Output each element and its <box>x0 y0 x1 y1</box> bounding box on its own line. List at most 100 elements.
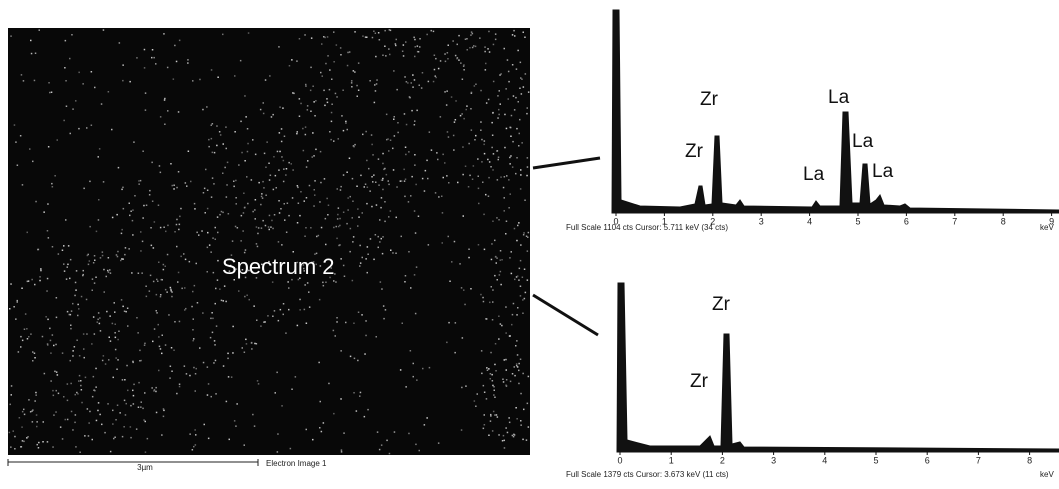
sem-grain <box>312 439 314 441</box>
sem-grain <box>257 380 259 382</box>
sem-grain <box>39 280 41 282</box>
sem-grain <box>463 118 465 120</box>
sem-grain <box>129 81 131 83</box>
sem-grain <box>269 75 271 77</box>
sem-grain <box>470 34 472 36</box>
sem-grain <box>153 247 155 249</box>
sem-grain <box>215 288 217 290</box>
sem-grain <box>500 271 502 273</box>
sem-grain <box>278 169 280 171</box>
sem-grain <box>48 82 50 84</box>
sem-grain <box>183 253 185 255</box>
sem-grain <box>69 314 71 316</box>
sem-grain <box>410 195 412 197</box>
sem-grain <box>270 175 272 177</box>
sem-grain <box>382 153 384 155</box>
sem-grain <box>357 360 359 362</box>
sem-grain <box>86 333 88 335</box>
sem-grain <box>147 438 149 440</box>
sem-grain <box>155 63 157 65</box>
sem-grain <box>28 399 30 401</box>
sem-grain <box>448 236 450 238</box>
sem-grain <box>115 337 117 339</box>
sem-grain <box>283 181 285 183</box>
sem-grain <box>78 308 80 310</box>
sem-grain <box>489 161 491 163</box>
sem-grain <box>297 222 299 224</box>
sem-grain <box>367 272 369 274</box>
sem-grain <box>396 89 398 91</box>
sem-grain <box>367 254 369 256</box>
sem-grain <box>516 314 518 316</box>
sem-grain <box>127 390 129 392</box>
sem-grain <box>121 229 123 231</box>
sem-grain <box>389 54 391 56</box>
sem-grain <box>28 280 30 282</box>
sem-image <box>8 28 530 455</box>
sem-grain <box>50 380 52 382</box>
x-tick-label: 5 <box>855 216 860 226</box>
sem-grain <box>316 236 318 238</box>
sem-grain <box>160 172 162 174</box>
sem-grain <box>231 376 233 378</box>
sem-grain <box>504 147 506 149</box>
sem-grain <box>300 191 302 193</box>
sem-grain <box>32 421 33 423</box>
sem-grain <box>207 190 209 192</box>
sem-grain <box>88 422 90 424</box>
sem-grain <box>515 173 517 175</box>
sem-grain <box>514 366 516 368</box>
sem-grain <box>121 233 123 235</box>
sem-grain <box>152 201 154 203</box>
sem-grain <box>21 426 23 428</box>
sem-grain <box>494 275 496 277</box>
sem-grain <box>483 144 485 146</box>
sem-grain <box>27 436 29 438</box>
sem-grain <box>238 164 240 166</box>
sem-grain <box>434 55 436 57</box>
sem-grain <box>488 435 490 437</box>
peak-label: Zr <box>685 141 704 162</box>
sem-grain <box>520 359 522 361</box>
sem-grain <box>527 166 529 168</box>
sem-grain <box>164 98 166 100</box>
sem-grain <box>514 375 516 377</box>
sem-grain <box>325 244 327 246</box>
sem-grain <box>127 308 128 310</box>
sem-grain <box>220 134 222 136</box>
sem-grain <box>527 403 529 405</box>
sem-grain <box>142 408 144 410</box>
sem-grain <box>17 301 19 303</box>
sem-grain <box>520 420 522 422</box>
sem-grain <box>194 285 196 287</box>
sem-grain <box>99 414 101 416</box>
sem-grain <box>471 129 473 131</box>
sem-grain <box>75 414 77 416</box>
sem-grain <box>346 223 348 225</box>
sem-grain <box>323 36 325 38</box>
sem-grain <box>523 409 525 411</box>
sem-grain <box>383 169 385 171</box>
sem-grain <box>413 363 415 365</box>
sem-grain <box>485 194 487 196</box>
sem-grain <box>322 75 324 77</box>
sem-grain <box>184 365 186 367</box>
sem-grain <box>320 401 322 403</box>
sem-grain <box>199 79 201 81</box>
sem-grain <box>327 36 329 38</box>
sem-grain <box>47 230 49 232</box>
sem-grain <box>129 215 131 217</box>
sem-grain <box>333 140 335 142</box>
sem-grain <box>315 149 317 151</box>
sem-grain <box>292 92 294 94</box>
sem-grain <box>35 201 37 203</box>
sem-grain <box>177 281 179 283</box>
sem-grain <box>325 63 327 65</box>
sem-grain <box>414 79 416 81</box>
sem-grain <box>323 285 325 287</box>
sem-grain <box>213 362 215 364</box>
sem-grain <box>75 446 77 448</box>
sem-grain <box>263 102 265 104</box>
sem-grain <box>214 152 216 154</box>
sem-grain <box>517 50 519 52</box>
